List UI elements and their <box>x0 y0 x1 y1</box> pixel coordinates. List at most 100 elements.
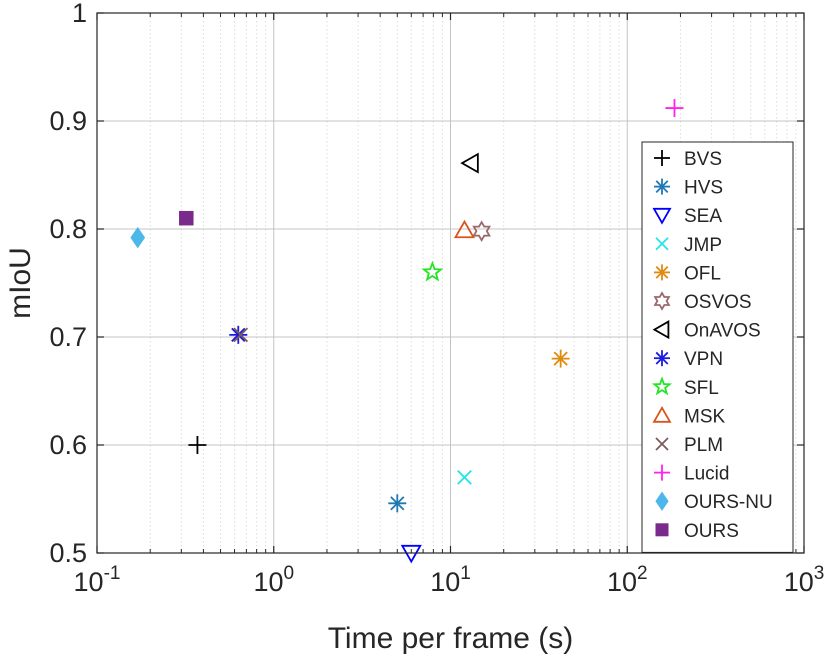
data-point-onavos <box>460 152 479 174</box>
x-tick-label-base: 10 <box>430 567 460 597</box>
x-tick-label-exponent: 2 <box>637 563 648 584</box>
y-tick-label: 0.8 <box>49 214 87 244</box>
x-tick-label-exponent: -1 <box>104 563 121 584</box>
marker-shape <box>652 405 672 423</box>
marker-stroke <box>457 470 472 485</box>
marker-shape <box>460 152 479 174</box>
legend-label: BVS <box>684 149 722 170</box>
legend-marker <box>654 264 670 281</box>
marker-stroke <box>655 351 669 365</box>
legend-entry-onavos: OnAVOS <box>652 320 761 342</box>
data-point-osvos <box>472 220 491 242</box>
y-tick-label: 0.7 <box>49 322 87 352</box>
marker-shape <box>472 220 491 242</box>
legend-box <box>641 141 794 553</box>
marker-shape <box>453 219 476 239</box>
x-tick-label: 101 <box>430 563 471 597</box>
legend-label: PLM <box>684 435 723 456</box>
x-tick-label-base: 10 <box>253 567 283 597</box>
marker-stroke <box>553 351 568 366</box>
x-tick-label-exponent: 0 <box>283 563 294 584</box>
legend-label: SEA <box>684 206 722 227</box>
marker-shape <box>655 491 669 511</box>
legend-marker <box>652 207 672 225</box>
x-tick-label-base: 10 <box>607 567 637 597</box>
x-tick-label-exponent: 3 <box>814 563 825 584</box>
x-tick-label: 102 <box>607 563 648 597</box>
legend-marker <box>654 350 670 367</box>
marker-shape <box>130 226 146 249</box>
legend-marker <box>655 523 669 537</box>
x-tick-label: 100 <box>253 563 294 597</box>
legend-entry-msk: MSK <box>652 405 726 427</box>
y-tick-label: 0.5 <box>49 538 87 568</box>
legend-marker <box>655 491 669 511</box>
legend: BVS HVS SEA JMP OFL OSVOS OnAVOS VPN SFL MSK PLM Lu… <box>641 141 794 553</box>
data-point-jmp <box>457 470 472 485</box>
legend-label: OFL <box>684 263 721 284</box>
legend-entry-sea: SEA <box>652 206 722 227</box>
y-tick-label: 0.9 <box>49 106 87 136</box>
legend-label: SFL <box>684 378 719 399</box>
data-point-vpn <box>229 325 248 344</box>
marker-shape <box>179 210 194 226</box>
legend-entry-hvs: HVS <box>654 178 723 199</box>
legend-entry-vpn: VPN <box>654 349 723 370</box>
legend-marker <box>654 150 670 166</box>
data-points <box>130 99 684 564</box>
marker-shape <box>421 260 444 282</box>
legend-label: Lucid <box>684 464 729 485</box>
marker-stroke <box>655 237 669 251</box>
legend-label: OSVOS <box>684 292 752 313</box>
legend-label: JMP <box>684 235 722 256</box>
marker-stroke <box>233 327 249 343</box>
marker-stroke <box>231 327 246 342</box>
x-tick-label: 10-1 <box>74 563 121 597</box>
legend-entry-ours-nu: OURS-NU <box>655 491 773 513</box>
legend-marker <box>651 376 673 396</box>
data-point-bvs <box>188 436 207 454</box>
data-point-msk <box>453 219 476 239</box>
legend-marker <box>654 464 670 481</box>
legend-marker <box>654 178 670 195</box>
legend-entry-jmp: JMP <box>655 235 722 256</box>
data-point-hvs <box>388 494 407 513</box>
y-tick-label: 1 <box>72 0 87 28</box>
legend-marker <box>652 405 672 423</box>
data-point-ofl <box>551 349 570 368</box>
x-tick-label-exponent: 1 <box>460 563 471 584</box>
y-tick-label: 0.6 <box>49 430 87 460</box>
legend-entry-ours: OURS <box>655 521 739 542</box>
legend-label: OnAVOS <box>684 321 761 342</box>
legend-marker <box>652 320 670 340</box>
legend-label: OURS <box>684 521 739 542</box>
x-tick-label-base: 10 <box>784 567 814 597</box>
marker-shape <box>653 291 671 311</box>
marker-stroke <box>655 266 669 279</box>
data-point-sea <box>400 544 422 564</box>
legend-marker <box>655 437 669 451</box>
legend-entry-bvs: BVS <box>654 149 722 170</box>
legend-entry-osvos: OSVOS <box>653 291 752 313</box>
data-point-lucid <box>665 99 684 118</box>
marker-shape <box>652 320 670 340</box>
x-tick-labels: 10-1 100 101 102 103 <box>74 563 825 597</box>
x-tick-label-base: 10 <box>74 567 104 597</box>
marker-stroke <box>390 496 405 511</box>
legend-entry-ofl: OFL <box>654 263 721 284</box>
y-tick-labels: 0.5 0.6 0.7 0.8 0.9 1 <box>49 0 87 568</box>
legend-marker <box>655 237 669 251</box>
marker-stroke <box>655 437 669 451</box>
legend-label: OURS-NU <box>684 492 773 513</box>
legend-entry-lucid: Lucid <box>654 464 729 485</box>
legend-marker <box>653 291 671 311</box>
data-point-sfl <box>421 260 444 282</box>
x-tick-label: 103 <box>784 563 825 597</box>
x-axis-label: Time per frame (s) <box>328 622 574 655</box>
marker-stroke <box>655 180 669 193</box>
legend-entry-sfl: SFL <box>651 376 719 399</box>
data-point-plm <box>233 327 249 343</box>
legend-entry-plm: PLM <box>655 435 723 456</box>
data-point-ours <box>179 210 194 226</box>
